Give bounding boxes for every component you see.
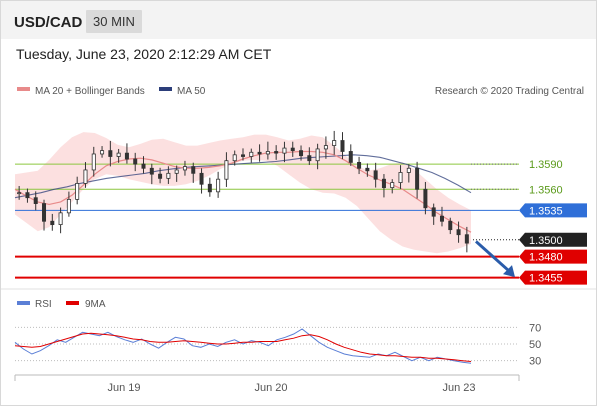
level-tag bbox=[519, 270, 587, 285]
x-tick-label: Jun 19 bbox=[107, 382, 140, 394]
candle-body bbox=[340, 140, 345, 152]
candle-body bbox=[191, 166, 196, 174]
candle-body bbox=[299, 150, 304, 157]
candle-body bbox=[207, 183, 212, 193]
rsi-legend-swatch bbox=[17, 301, 30, 305]
forecast-arrow-shaft bbox=[474, 240, 510, 272]
interval-badge[interactable]: 30 MIN bbox=[86, 10, 142, 33]
candle-body bbox=[348, 151, 353, 163]
candle-body bbox=[431, 207, 436, 217]
candle-body bbox=[332, 140, 337, 146]
ma50-legend-swatch bbox=[159, 87, 172, 91]
candle-body bbox=[50, 220, 55, 226]
price-panel: 1.3590 1.3560 1.3535 1.3500 1.3480 1.3455 bbox=[1, 130, 596, 290]
candle-body bbox=[315, 148, 320, 162]
forecast-arrow-head bbox=[503, 265, 515, 278]
level-label: 1.3535 bbox=[529, 205, 563, 217]
candle-body bbox=[149, 167, 154, 175]
candle-body bbox=[83, 169, 88, 184]
level-tag bbox=[519, 249, 587, 264]
candle-body bbox=[124, 152, 129, 160]
candle-body bbox=[166, 172, 171, 179]
level-label: 1.3590 bbox=[529, 159, 563, 171]
candle-body bbox=[33, 197, 38, 204]
rsi-ma-line bbox=[14, 332, 472, 362]
ma20-legend-swatch bbox=[17, 87, 30, 91]
candle-body bbox=[108, 150, 113, 157]
candle-body bbox=[174, 169, 179, 174]
candle-body bbox=[58, 212, 63, 226]
level-tag bbox=[519, 232, 587, 247]
candle-body bbox=[25, 192, 30, 199]
candle-body bbox=[224, 160, 229, 180]
candle-body bbox=[357, 161, 362, 169]
candle-body bbox=[17, 192, 22, 195]
rsi-ma-legend-swatch bbox=[66, 301, 79, 305]
candle-body bbox=[415, 167, 420, 190]
candle-body bbox=[66, 198, 71, 214]
candle-body bbox=[390, 182, 395, 189]
level-label: 1.3500 bbox=[529, 235, 563, 247]
candle-body bbox=[232, 154, 237, 162]
x-tick-label: Jun 20 bbox=[254, 382, 287, 394]
rsi-tick-label: 70 bbox=[529, 322, 541, 334]
candle-body bbox=[75, 183, 80, 200]
rsi-tick-label: 30 bbox=[529, 356, 541, 368]
candle-body bbox=[398, 172, 403, 183]
candle-body bbox=[100, 150, 105, 155]
ma50-line bbox=[14, 154, 472, 199]
candle-body bbox=[456, 229, 461, 236]
candle-body bbox=[116, 152, 121, 157]
research-credit: Research © 2020 Trading Central bbox=[435, 86, 584, 97]
rsi-legend-label: RSI bbox=[35, 299, 52, 310]
level-tag bbox=[519, 203, 587, 218]
ma50-legend-label: MA 50 bbox=[177, 86, 206, 97]
candle-body bbox=[464, 234, 469, 244]
candle-body bbox=[406, 167, 411, 173]
candle-body bbox=[42, 203, 47, 222]
candle-body bbox=[323, 145, 328, 150]
rsi-line bbox=[14, 328, 472, 364]
x-tick-label: Jun 23 bbox=[442, 382, 475, 394]
candle-body bbox=[448, 220, 453, 231]
candle-body bbox=[199, 172, 204, 185]
rsi-ma-legend-label: 9MA bbox=[85, 299, 106, 310]
ma20-legend-label: MA 20 + Bollinger Bands bbox=[35, 86, 145, 97]
candle-body bbox=[381, 178, 386, 189]
timestamp: Tuesday, June 23, 2020 2:12:29 AM CET bbox=[16, 46, 272, 62]
bollinger-band bbox=[15, 132, 471, 254]
candle-body bbox=[133, 158, 138, 165]
level-label: 1.3480 bbox=[529, 252, 563, 264]
level-label: 1.3455 bbox=[529, 273, 563, 285]
candle-body bbox=[141, 163, 146, 169]
candle-body bbox=[158, 173, 163, 179]
candle-body bbox=[282, 147, 287, 154]
level-label: 1.3560 bbox=[529, 184, 563, 196]
candle-body bbox=[290, 147, 295, 152]
candle-body bbox=[439, 215, 444, 222]
candle-body bbox=[307, 155, 312, 162]
candle-body bbox=[423, 188, 428, 209]
candle-body bbox=[265, 151, 270, 155]
rsi-tick-label: 50 bbox=[529, 339, 541, 351]
rsi-panel: 70 50 30 bbox=[14, 322, 541, 368]
candle-body bbox=[373, 170, 378, 180]
candle-body bbox=[274, 151, 279, 154]
candle-body bbox=[257, 151, 262, 155]
candle-body bbox=[249, 151, 254, 157]
candle-body bbox=[240, 154, 245, 157]
symbol-title: USD/CAD bbox=[14, 14, 83, 31]
candle-body bbox=[216, 178, 221, 193]
candle-body bbox=[91, 153, 96, 171]
candle-body bbox=[365, 167, 370, 172]
candle-body bbox=[182, 166, 187, 171]
chart-header: USD/CAD 30 MIN bbox=[1, 1, 596, 39]
